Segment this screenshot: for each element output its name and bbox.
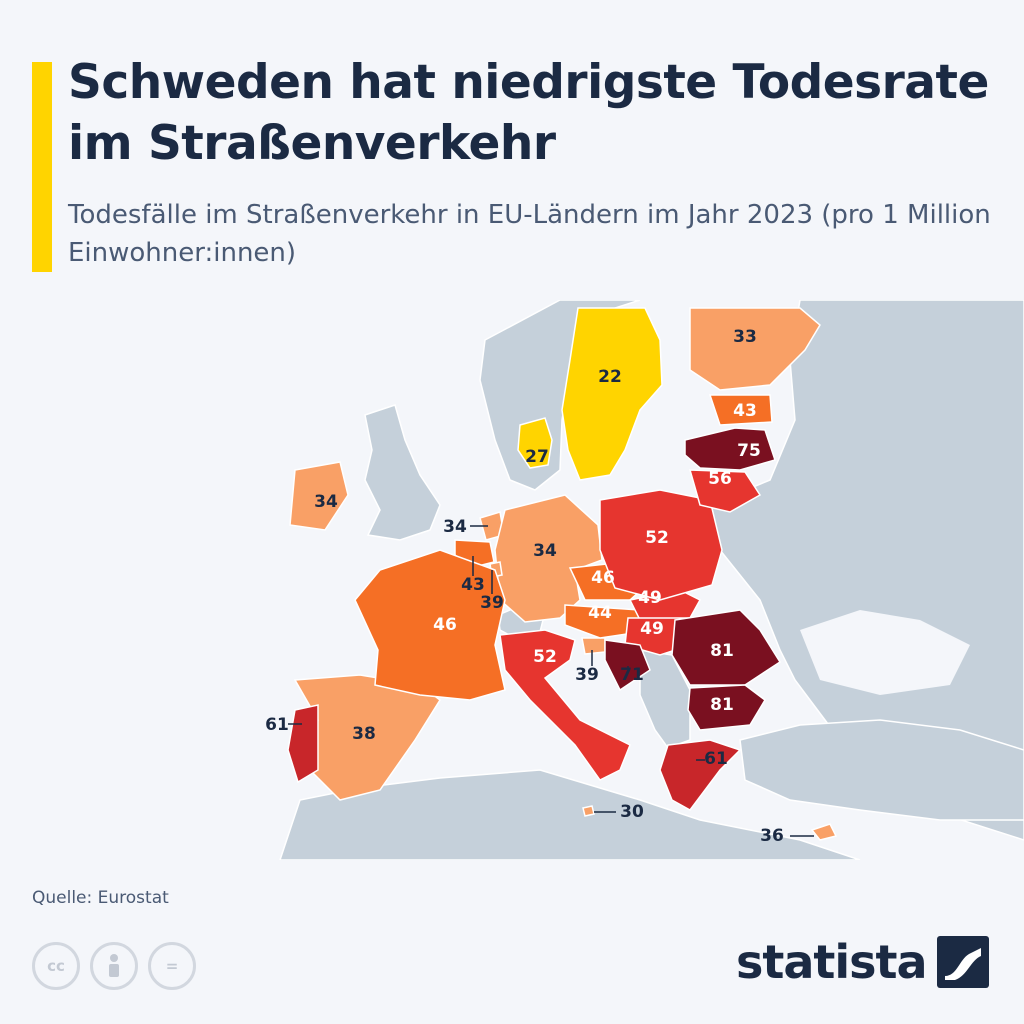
country-oesterreich[interactable] xyxy=(564,604,641,639)
cc-icon-text: cc xyxy=(47,957,65,975)
country-irland[interactable] xyxy=(289,461,349,531)
equals-icon[interactable]: = xyxy=(148,942,196,990)
country-portugal[interactable] xyxy=(287,704,319,784)
region-turkey xyxy=(739,719,1024,821)
country-layer xyxy=(287,307,838,841)
value-label-kroatien: 71 xyxy=(620,665,644,685)
accent-bar xyxy=(32,62,52,272)
country-rumaenien[interactable] xyxy=(671,609,782,686)
region-sea-black xyxy=(800,610,970,695)
statista-logo[interactable]: statista xyxy=(736,936,989,988)
value-label-belgien: 43 xyxy=(461,575,485,595)
land-layer xyxy=(279,300,1024,860)
country-finnland[interactable] xyxy=(689,307,821,391)
region-north-africa xyxy=(279,769,861,860)
country-kroatien[interactable] xyxy=(604,639,651,692)
value-label-ungarn: 49 xyxy=(640,619,664,639)
label-layer: 2227303334343436383939434344464649495252… xyxy=(265,327,814,846)
map: 22 27 30 33 34 34 34 36 38 39 39 43 43 44 46 46 49 49 52 52… xyxy=(0,300,1024,860)
value-label-italien: 52 xyxy=(533,647,557,667)
country-estland[interactable] xyxy=(708,394,773,426)
value-label-finnland: 33 xyxy=(733,327,757,347)
country-italien[interactable] xyxy=(499,629,631,781)
value-label-daenemark: 27 xyxy=(525,447,549,467)
value-label-niederlande: 34 xyxy=(443,517,467,537)
region-great-britain xyxy=(364,404,441,541)
value-label-slowenien: 39 xyxy=(575,665,599,685)
value-label-frankreich: 46 xyxy=(433,615,457,635)
value-label-zypern: 36 xyxy=(760,826,784,846)
license-icons: cc = xyxy=(32,942,196,990)
value-label-rumaenien: 81 xyxy=(710,641,734,661)
country-daenemark[interactable] xyxy=(517,417,553,469)
country-frankreich[interactable] xyxy=(354,549,506,701)
value-label-griechenland: 61 xyxy=(704,749,728,769)
value-label-slowakei: 49 xyxy=(638,588,662,608)
value-label-polen: 52 xyxy=(645,528,669,548)
equals-icon-text: = xyxy=(165,957,179,975)
europe-map: 2227303334343436383939434344464649495252… xyxy=(265,300,1024,860)
value-label-tschechien: 46 xyxy=(591,568,615,588)
chart-subtitle: Todesfälle im Straßenverkehr in EU-Lände… xyxy=(68,196,1024,272)
value-label-luxemburg: 39 xyxy=(480,593,504,613)
chart-title-text: Schweden hat niedrigste Todesrate im Str… xyxy=(68,55,989,171)
person-icon-glyph xyxy=(109,954,119,977)
cc-icon[interactable]: cc xyxy=(32,942,80,990)
region-east-europe xyxy=(709,300,1024,841)
value-label-estland: 43 xyxy=(733,401,757,421)
value-label-malta: 30 xyxy=(620,802,644,822)
country-schweden[interactable] xyxy=(561,307,663,481)
value-label-litauen: 56 xyxy=(708,469,732,489)
chart-subtitle-text: Todesfälle im Straßenverkehr in EU-Lände… xyxy=(68,200,991,268)
value-label-deutschland: 34 xyxy=(533,541,557,561)
chart-title: Schweden hat niedrigste Todesrate im Str… xyxy=(68,52,1024,174)
value-label-lettland: 75 xyxy=(737,441,761,461)
brand-name: statista xyxy=(736,935,928,989)
value-label-bulgarien: 81 xyxy=(710,695,734,715)
statista-mark-icon xyxy=(936,936,989,988)
value-label-portugal: 61 xyxy=(265,715,289,735)
country-griechenland[interactable] xyxy=(659,739,742,811)
country-polen[interactable] xyxy=(599,489,723,601)
source-note: Quelle: Eurostat xyxy=(32,888,169,908)
country-slowenien[interactable] xyxy=(581,637,606,655)
value-label-oesterreich: 44 xyxy=(588,603,612,623)
country-lettland[interactable] xyxy=(684,427,776,471)
country-malta[interactable] xyxy=(582,805,595,817)
country-litauen[interactable] xyxy=(688,469,762,513)
value-label-spanien: 38 xyxy=(352,724,376,744)
value-label-irland: 34 xyxy=(314,492,338,512)
country-bulgarien[interactable] xyxy=(687,684,766,731)
value-label-schweden: 22 xyxy=(598,367,622,387)
country-zypern[interactable] xyxy=(810,823,838,841)
person-icon[interactable] xyxy=(90,942,138,990)
